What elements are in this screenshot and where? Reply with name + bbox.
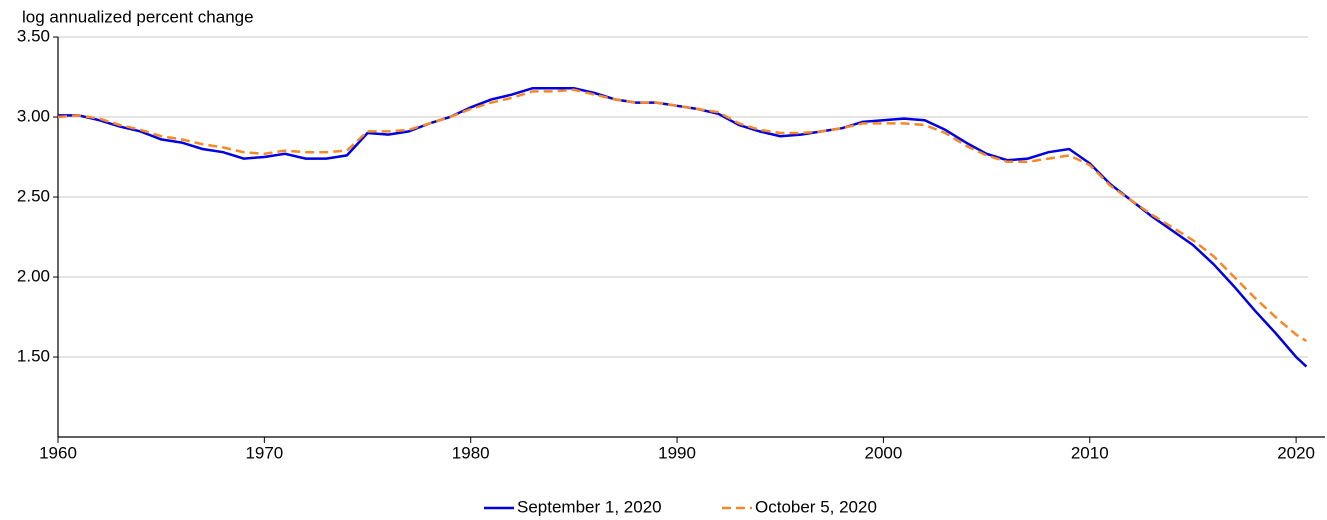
x-tick-label: 1990: [658, 443, 696, 462]
x-tick-label: 2020: [1277, 443, 1315, 462]
y-tick-label: 3.00: [17, 106, 50, 125]
x-tick-label: 2010: [1071, 443, 1109, 462]
x-tick-label: 2000: [864, 443, 902, 462]
y-axis-title: log annualized percent change: [22, 7, 254, 26]
y-tick-label: 2.00: [17, 266, 50, 285]
x-tick-label: 1980: [452, 443, 490, 462]
y-tick-label: 1.50: [17, 346, 50, 365]
line: [57, 88, 1308, 343]
line: [58, 86, 1308, 368]
legend-label: October 5, 2020: [755, 497, 877, 516]
y-tick-label: 2.50: [17, 186, 50, 205]
x-tick-label: 1960: [39, 443, 77, 462]
y-tick-label: 3.50: [17, 26, 50, 45]
legend-label: September 1, 2020: [517, 497, 662, 516]
x-tick-label: 1970: [245, 443, 283, 462]
